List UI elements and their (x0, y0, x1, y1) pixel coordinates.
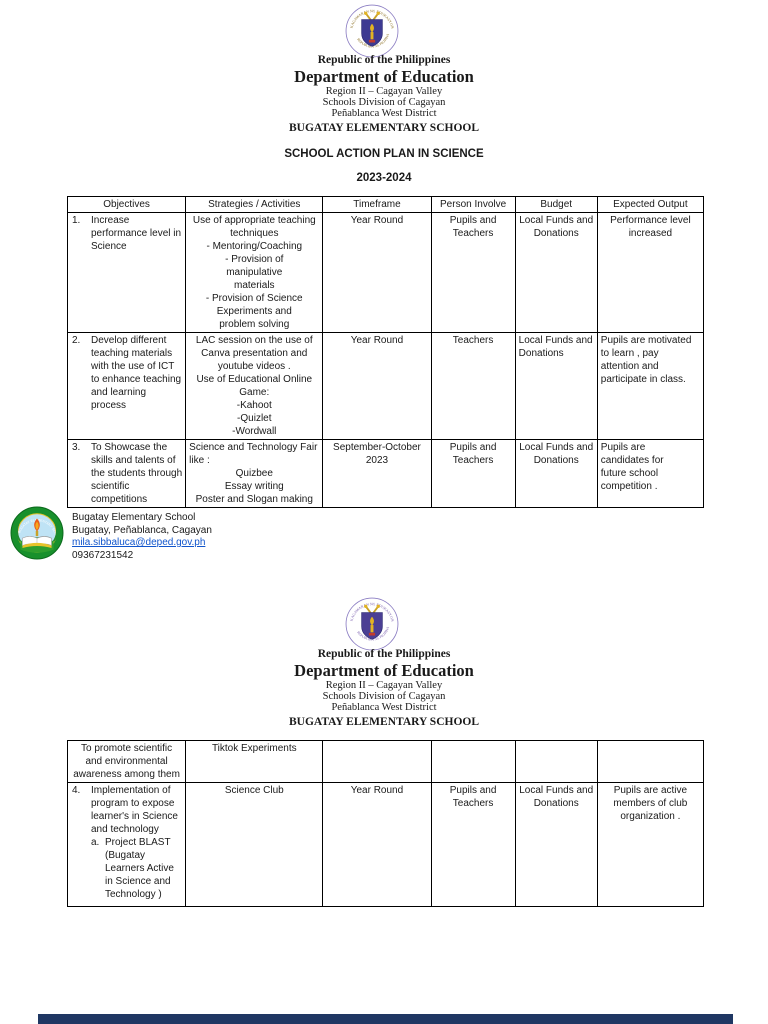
table-row: 4. Implementation of program to expose le… (66, 782, 705, 907)
col-header-strategies: Strategies / Activities (185, 196, 324, 213)
person-cell: Pupils and Teachers (430, 782, 516, 907)
person-cell (430, 740, 516, 783)
deped-seal-logo: KAGAWARAN NG EDUKASYON REPUBLIKA NG PILI… (344, 594, 399, 656)
table-row: 2. Develop different teaching materials w… (66, 332, 705, 440)
district-line: Peñablanca West District (331, 702, 437, 713)
table-row: To promote scientific and environmental … (66, 740, 705, 783)
budget-cell: Local Funds and Donations (514, 212, 598, 333)
table-row: 1. Increase performance level in Science … (66, 212, 705, 333)
col-header-objectives: Objectives (66, 196, 187, 213)
school-logo: BUGATAY ELEMENTARY SCHOOL (9, 503, 64, 565)
contact-address: Bugatay, Peñablanca, Cagayan (72, 524, 212, 536)
next-page-header-band (38, 1014, 733, 1024)
district-line: Peñablanca West District (331, 108, 437, 119)
budget-cell: Local Funds and Donations (514, 782, 598, 907)
action-plan-table-page1: Objectives Strategies / Activities Timef… (66, 196, 705, 508)
table-row: 3. To Showcase the skills and talents of … (66, 439, 705, 508)
division-line: Schools Division of Cagayan (322, 97, 446, 108)
output-cell: Pupils are active members of club organi… (596, 782, 705, 907)
objective-text: Increase performance level in Science (91, 215, 182, 252)
timeframe-cell (322, 740, 432, 783)
person-cell: Pupils and Teachers (430, 212, 516, 333)
school-name-line: BUGATAY ELEMENTARY SCHOOL (288, 122, 479, 134)
person-cell: Pupils and Teachers (430, 439, 516, 508)
contact-email-link[interactable]: mila.sibbaluca@deped.gov.ph (72, 537, 206, 548)
budget-cell (514, 740, 598, 783)
row-number: 3. (72, 442, 81, 453)
row-number: 2. (72, 335, 81, 346)
letterhead: Republic of the Philippines Department o… (0, 54, 768, 135)
deped-seal-logo: KAGAWARAN NG EDUKASYON REPUBLIKA NG PILI… (344, 1, 399, 63)
budget-cell: Local Funds and Donations (514, 332, 598, 440)
row-number: 1. (72, 215, 81, 226)
objective-text: Implementation of program to expose lear… (91, 785, 178, 835)
strategies-intro: Science and Technology Fair like : (189, 442, 318, 466)
output-cell: Performance level increased (596, 212, 705, 333)
school-year: 2023-2024 (356, 172, 412, 184)
timeframe-cell: Year Round (322, 212, 432, 333)
school-name-line: BUGATAY ELEMENTARY SCHOOL (288, 716, 479, 728)
contact-phone: 09367231542 (72, 549, 134, 561)
objective-text: Develop different teaching materials wit… (91, 335, 182, 411)
output-cell: Pupils are candidates for future school … (596, 439, 705, 508)
objective-continued-cell: To promote scientific and environmental … (66, 740, 187, 783)
region-line: Region II – Cagayan Valley (325, 680, 443, 691)
department-line: Department of Education (294, 67, 474, 86)
contact-block: Bugatay Elementary School Bugatay, Peñab… (72, 512, 212, 562)
sub-objective-text: Project BLAST (Bugatay Learners Active i… (105, 837, 174, 900)
col-header-person: Person Involve (430, 196, 516, 213)
strategies-cell: LAC session on the use of Canva presenta… (185, 332, 324, 440)
republic-line: Republic of the Philippines (317, 54, 451, 66)
budget-cell: Local Funds and Donations (514, 439, 598, 508)
letterhead: Republic of the Philippines Department o… (0, 648, 768, 729)
output-cell: Pupils are motivated to learn , pay atte… (596, 332, 705, 440)
col-header-budget: Budget (514, 196, 598, 213)
row-number: 4. (72, 785, 81, 796)
timeframe-cell: Year Round (322, 782, 432, 907)
person-cell: Teachers (430, 332, 516, 440)
contact-school-name: Bugatay Elementary School (72, 512, 196, 523)
table-header-row: Objectives Strategies / Activities Timef… (66, 196, 705, 213)
region-line: Region II – Cagayan Valley (325, 86, 443, 97)
timeframe-cell: September-October 2023 (322, 439, 432, 508)
strategies-list: Quizbee Essay writing Poster and Slogan … (195, 468, 313, 505)
action-plan-table-page2: To promote scientific and environmental … (66, 740, 705, 907)
output-cell (596, 740, 705, 783)
col-header-output: Expected Output (596, 196, 705, 213)
sub-item-letter: a. (91, 837, 100, 848)
department-line: Department of Education (294, 661, 474, 680)
strategies-cell: Tiktok Experiments (185, 740, 324, 783)
col-header-timeframe: Timeframe (322, 196, 432, 213)
division-line: Schools Division of Cagayan (322, 691, 446, 702)
strategies-cell: Use of appropriate teaching techniques -… (185, 212, 324, 333)
strategies-cell: Science Club (185, 782, 324, 907)
republic-line: Republic of the Philippines (317, 648, 451, 660)
strategies-cell: Science and Technology Fair like : Quizb… (185, 439, 324, 508)
timeframe-cell: Year Round (322, 332, 432, 440)
objective-text: To Showcase the skills and talents of th… (91, 442, 183, 505)
document-title: SCHOOL ACTION PLAN IN SCIENCE (284, 148, 484, 160)
